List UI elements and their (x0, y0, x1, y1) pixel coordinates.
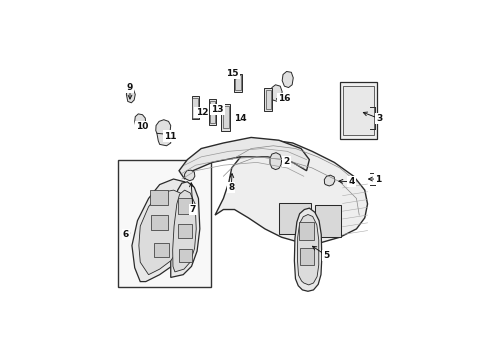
Polygon shape (297, 215, 319, 285)
Bar (178, 198, 192, 214)
Bar (178, 224, 192, 238)
Text: 15: 15 (226, 69, 239, 78)
Bar (154, 243, 170, 257)
Bar (209, 99, 216, 125)
Text: 1: 1 (375, 175, 382, 184)
Bar (343, 86, 374, 135)
Bar (300, 248, 314, 265)
Bar (221, 104, 230, 131)
Bar (150, 190, 168, 205)
Text: 10: 10 (136, 122, 148, 131)
Polygon shape (172, 190, 196, 272)
Text: 7: 7 (190, 205, 196, 214)
Bar (279, 203, 311, 234)
Polygon shape (294, 208, 322, 291)
Bar (235, 75, 241, 90)
Bar (265, 89, 272, 111)
Text: 2: 2 (284, 157, 290, 166)
Polygon shape (282, 72, 293, 87)
Text: 4: 4 (348, 177, 355, 186)
Text: 11: 11 (165, 131, 177, 140)
Polygon shape (132, 179, 190, 282)
Bar (340, 82, 377, 139)
Text: 14: 14 (234, 114, 247, 123)
Polygon shape (270, 153, 282, 170)
Polygon shape (215, 140, 368, 243)
Polygon shape (185, 170, 195, 181)
Polygon shape (139, 190, 183, 275)
Bar (222, 107, 229, 128)
Bar (179, 249, 192, 262)
Polygon shape (324, 175, 335, 186)
Bar (151, 215, 168, 230)
Polygon shape (156, 120, 171, 135)
Polygon shape (157, 133, 171, 146)
Text: 12: 12 (196, 108, 208, 117)
Polygon shape (171, 182, 200, 278)
Text: 13: 13 (211, 105, 223, 114)
Text: 16: 16 (277, 94, 290, 103)
Bar (315, 205, 341, 237)
Polygon shape (126, 87, 135, 103)
Bar (266, 90, 271, 109)
Text: 3: 3 (376, 114, 382, 123)
Bar (193, 98, 198, 118)
Polygon shape (271, 85, 282, 102)
Polygon shape (179, 138, 309, 179)
Polygon shape (135, 114, 146, 130)
Bar (234, 74, 242, 92)
Bar (210, 101, 215, 123)
Text: 9: 9 (127, 83, 133, 92)
Text: 8: 8 (228, 183, 234, 192)
Bar (192, 96, 199, 120)
Text: 5: 5 (323, 251, 329, 260)
Bar (299, 222, 314, 240)
Text: 6: 6 (122, 230, 129, 239)
Bar (118, 159, 211, 287)
